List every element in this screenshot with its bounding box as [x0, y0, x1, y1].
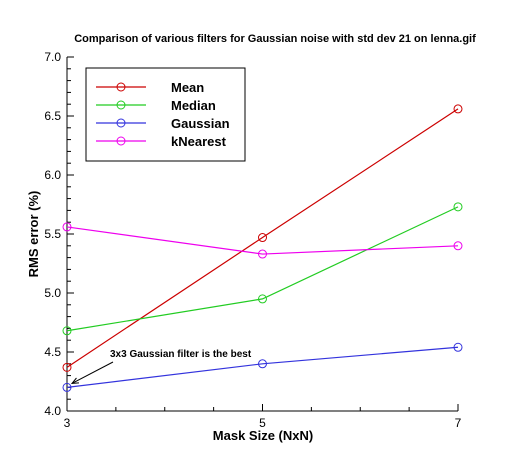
data-point-median: [453, 202, 463, 212]
annotation-text: 3x3 Gaussian filter is the best: [110, 349, 252, 360]
x-tick-label-3: 3: [64, 416, 71, 430]
y-axis-title: RMS error (%): [26, 191, 41, 278]
series-line-gaussian: [66, 346, 459, 388]
legend-box: [85, 67, 246, 162]
y-tick-label-6.0: 6.0: [44, 168, 61, 182]
y-tick-label-7.0: 7.0: [44, 50, 61, 64]
series-line-knearest: [66, 226, 459, 255]
data-point-mean: [258, 233, 267, 243]
legend: Mean Median Gaussian kNearest: [85, 67, 246, 162]
y-tick-label-5.5: 5.5: [44, 227, 61, 241]
x-tick-label-7: 7: [455, 416, 462, 430]
legend-marker-median: [116, 100, 126, 110]
legend-marker-knearest: [116, 136, 126, 146]
y-tick-label-5.0: 5.0: [44, 286, 61, 300]
y-tick-label-4.0: 4.0: [44, 404, 61, 418]
data-point-mean: [62, 362, 72, 372]
y-tick-label-4.5: 4.5: [44, 345, 61, 359]
data-point-gaussian: [62, 382, 72, 392]
series-line-median: [66, 206, 459, 332]
x-tick-label-5: 5: [259, 416, 266, 430]
legend-label-gaussian: Gaussian: [171, 116, 230, 131]
y-tick-label-6.5: 6.5: [44, 109, 61, 123]
chart-title: Comparison of various filters for Gaussi…: [74, 33, 476, 45]
data-point-median: [258, 294, 267, 304]
legend-label-median: Median: [171, 98, 216, 113]
legend-label-knearest: kNearest: [171, 134, 227, 149]
annotation-arrowhead: [70, 377, 80, 384]
plot-area: 4.0 4.5 5.0 5.5 6.0 6.5 7.0 3 5 7 3x3 Gaussian fil…: [44, 50, 463, 430]
data-point-knearest: [62, 222, 72, 232]
data-point-knearest: [258, 249, 267, 259]
data-point-mean: [453, 104, 463, 114]
data-point-gaussian: [453, 342, 463, 352]
legend-marker-mean: [116, 82, 126, 92]
legend-marker-gaussian: [116, 118, 126, 128]
data-point-gaussian: [258, 359, 267, 369]
series-line-mean: [66, 108, 459, 368]
data-point-median: [62, 326, 72, 336]
legend-label-mean: Mean: [171, 80, 204, 95]
data-point-knearest: [453, 241, 463, 251]
annotation-arrow: [71, 361, 114, 384]
x-axis-title: Mask Size (NxN): [213, 428, 313, 443]
